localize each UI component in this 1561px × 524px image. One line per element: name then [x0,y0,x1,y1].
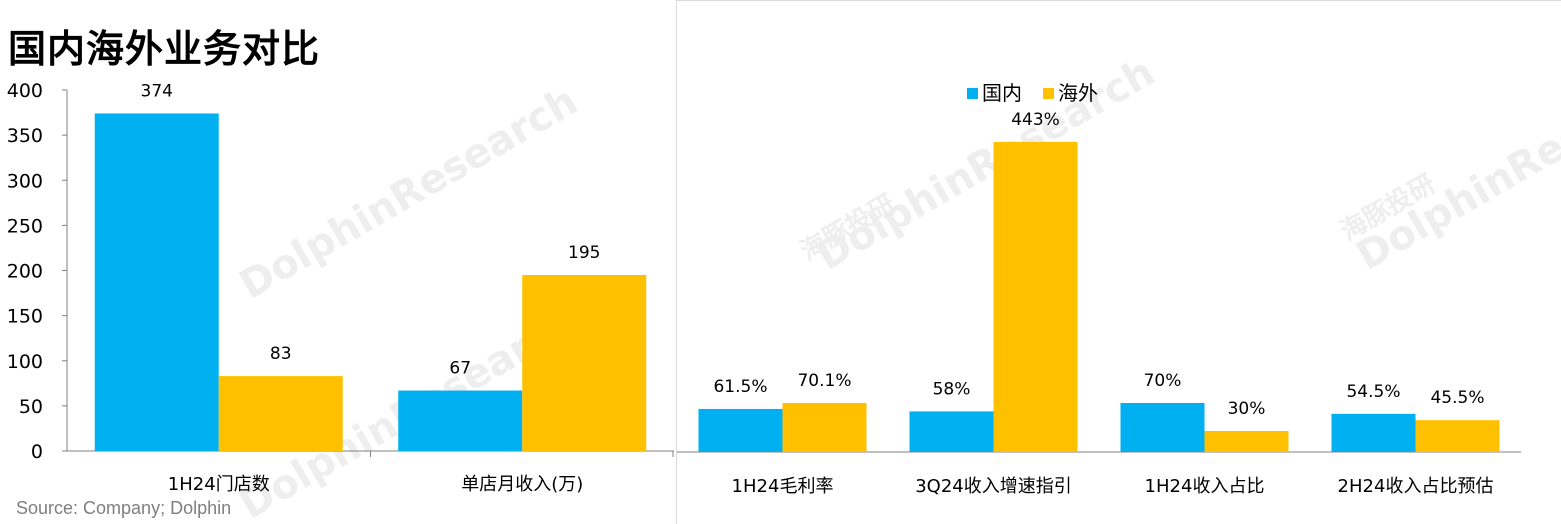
legend-label: 海外 [1058,81,1098,105]
data-label: 30% [1228,399,1266,419]
bar-domestic [398,391,522,451]
bar-overseas [783,403,867,452]
bar-overseas [1416,420,1500,452]
data-label: 70% [1144,371,1182,391]
bar-overseas [994,142,1078,452]
bar-domestic [1121,403,1205,452]
legend: 国内 海外 [967,81,1098,105]
y-tick-label: 400 [7,80,43,102]
bar-domestic [699,409,783,452]
x-category-label: 1H24毛利率 [732,476,834,497]
right-chart-panel: DolphinResearch 海豚投研 DolphinResearch 海豚投… [676,0,1561,524]
source-note: Source: Company; Dolphin [16,498,231,519]
y-tick-label: 250 [7,215,43,237]
y-tick-label: 50 [19,396,43,418]
left-bar-chart: DolphinResearch DolphinResearch 05010015… [0,0,676,523]
x-category-label: 3Q24收入增速指引 [915,476,1072,497]
data-label: 67 [449,359,471,379]
data-label: 58% [933,379,971,399]
y-tick-label: 300 [7,170,43,192]
x-category-label: 1H24收入占比 [1145,476,1265,497]
bar-domestic [1332,414,1416,452]
watermark: DolphinResearch 海豚投研 DolphinResearch 海豚投… [796,49,1561,280]
data-label: 45.5% [1430,388,1484,408]
bar-overseas [1205,431,1289,452]
bar-domestic [95,113,219,451]
legend-swatch [967,88,978,99]
bar-overseas [219,376,343,451]
data-label: 70.1% [797,371,851,391]
bar-domestic [910,411,994,452]
data-label: 54.5% [1346,382,1400,402]
legend-swatch [1043,88,1054,99]
svg-text:DolphinResearch: DolphinResearch [232,78,585,309]
bar-overseas [522,275,646,451]
y-tick-label: 200 [7,261,43,283]
data-label: 61.5% [713,377,767,397]
x-category-label: 2H24收入占比预估 [1338,476,1494,497]
data-label: 374 [141,81,173,101]
y-tick-label: 100 [7,351,43,373]
right-bar-chart: DolphinResearch 海豚投研 DolphinResearch 海豚投… [677,1,1561,524]
svg-text:DolphinResearch: DolphinResearch [1349,49,1561,280]
x-category-label: 单店月收入(万) [461,474,583,495]
left-chart-panel: 国内海外业务对比 DolphinResearch DolphinResearch… [0,0,677,523]
legend-label: 国内 [982,81,1022,105]
y-tick-label: 150 [7,306,43,328]
x-category-label: 1H24门店数 [168,474,270,495]
data-label: 83 [270,344,292,364]
y-tick-label: 350 [7,125,43,147]
data-label: 443% [1011,110,1060,130]
data-label: 195 [568,243,600,263]
y-tick-label: 0 [31,441,43,463]
